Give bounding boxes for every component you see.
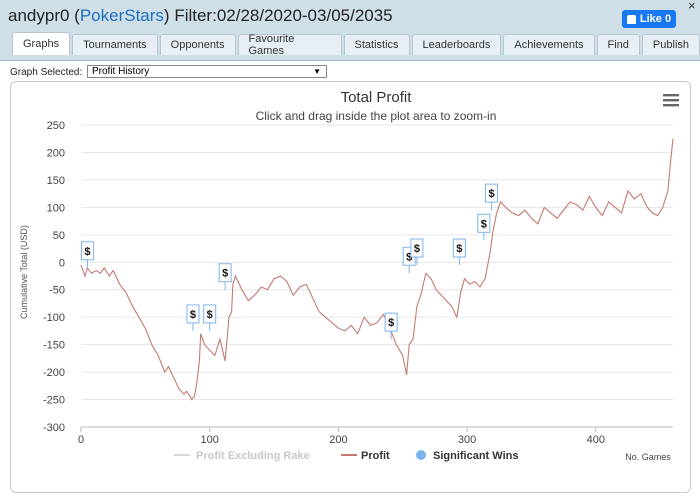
profit-series-line [80,138,674,401]
graph-select-value: Profit History [92,66,150,77]
significant-win-marker[interactable]: $ [410,238,424,266]
y-tick-label: -250 [43,395,65,407]
like-label: Like 0 [639,13,672,25]
y-tick-label: 200 [47,147,65,159]
dollar-icon: $ [388,317,394,329]
page-title: andypr0 (PokerStars) Filter:02/28/2020-0… [8,6,393,25]
win-marker-flag [384,312,398,332]
x-tick-label: 400 [587,434,605,446]
chart-container[interactable]: Total Profit Click and drag inside the p… [10,81,691,493]
tab-statistics[interactable]: Statistics [343,34,410,55]
tab-tournaments[interactable]: Tournaments [72,34,158,55]
site-name[interactable]: PokerStars [79,6,164,25]
thumbs-up-icon [626,14,636,24]
win-marker-flag [452,238,466,258]
significant-win-marker[interactable]: $ [218,263,232,290]
legend-label-excluding-rake: Profit Excluding Rake [196,450,310,462]
significant-win-marker[interactable]: $ [186,304,200,331]
tab-opponents[interactable]: Opponents [159,34,236,55]
gridlines [81,124,673,428]
x-tick-labels: 0 100 200 300 400 [78,426,673,446]
tab-favourite-games[interactable]: Favourite Games [237,33,342,57]
y-tick-label: -100 [43,312,65,324]
y-tick-label: 0 [59,257,65,269]
y-axis-label: Cumulative Total (USD) [19,225,29,319]
legend-item-excluding-rake[interactable]: Profit Excluding Rake [174,450,310,462]
tab-publish[interactable]: Publish [641,34,700,55]
win-marker-flag [485,183,499,203]
x-tick-label: 300 [458,434,476,446]
dollar-icon: $ [488,188,494,200]
chart-title: Total Profit [341,89,413,106]
close-icon[interactable]: × [688,0,696,13]
significant-win-marker[interactable]: $ [80,241,94,268]
x-axis-label: No. Games [625,452,671,462]
dollar-icon: $ [190,309,196,321]
chart-subtitle: Click and drag inside the plot area to z… [256,109,497,123]
win-marker-flag [477,213,491,233]
win-marker-flag [218,263,232,283]
win-marker-flag [80,241,94,261]
y-tick-label: 100 [47,202,65,214]
dollar-icon: $ [84,246,90,258]
dollar-icon: $ [456,243,462,255]
tab-leaderboards[interactable]: Leaderboards [411,34,502,55]
dropdown-arrow-icon: ▼ [313,67,321,76]
tab-bar: Graphs Tournaments Opponents Favourite G… [12,32,700,57]
tab-find[interactable]: Find [596,34,640,55]
win-marker-flag [410,238,424,258]
menu-icon[interactable] [663,94,679,107]
tab-graphs[interactable]: Graphs [12,32,71,55]
username: andypr0 [8,6,70,25]
legend-label-profit: Profit [361,450,390,462]
tab-achievements[interactable]: Achievements [503,34,595,55]
like-button[interactable]: Like 0 [622,10,676,28]
x-tick-label: 100 [201,434,219,446]
graph-select-dropdown[interactable]: Profit History ▼ [87,65,327,78]
y-tick-label: -150 [43,340,65,352]
win-marker-flag [203,304,217,324]
y-tick-label: -200 [43,367,65,379]
legend: Profit Excluding Rake Profit Significant… [174,450,518,462]
y-tick-label: 150 [47,175,65,187]
y-tick-label: -300 [43,422,65,434]
dollar-icon: $ [406,251,412,263]
x-tick-label: 200 [329,434,347,446]
significant-win-marker[interactable]: $ [384,312,398,340]
win-marker-flag [186,304,200,324]
significant-win-marker[interactable]: $ [485,183,499,211]
header-bar: andypr0 (PokerStars) Filter:02/28/2020-0… [0,0,700,61]
profit-chart[interactable]: Total Profit Click and drag inside the p… [11,82,690,492]
significant-win-marker[interactable]: $ [203,304,217,331]
y-tick-label: 50 [53,230,65,242]
dollar-icon: $ [481,218,487,230]
significant-win-marker[interactable]: $ [477,213,491,241]
y-tick-label: 250 [47,120,65,132]
significant-wins-markers: $$ $$$$$ $$$ [80,183,499,340]
y-tick-label: -50 [49,285,65,297]
x-tick-label: 0 [78,434,84,446]
filter-range: Filter:02/28/2020-03/05/2035 [174,6,393,25]
dollar-icon: $ [207,309,213,321]
legend-label-significant-wins: Significant Wins [433,450,518,462]
y-tick-labels: 250 200 150 100 50 0 -50 -100 -150 -200 -250 -300 [43,120,65,434]
significant-win-marker[interactable]: $ [452,238,466,266]
legend-item-profit[interactable]: Profit [341,450,390,462]
dollar-icon: $ [414,243,420,255]
legend-item-significant-wins[interactable]: Significant Wins [416,450,518,462]
dollar-icon: $ [222,268,228,280]
graph-selected-label: Graph Selected: [10,67,83,78]
